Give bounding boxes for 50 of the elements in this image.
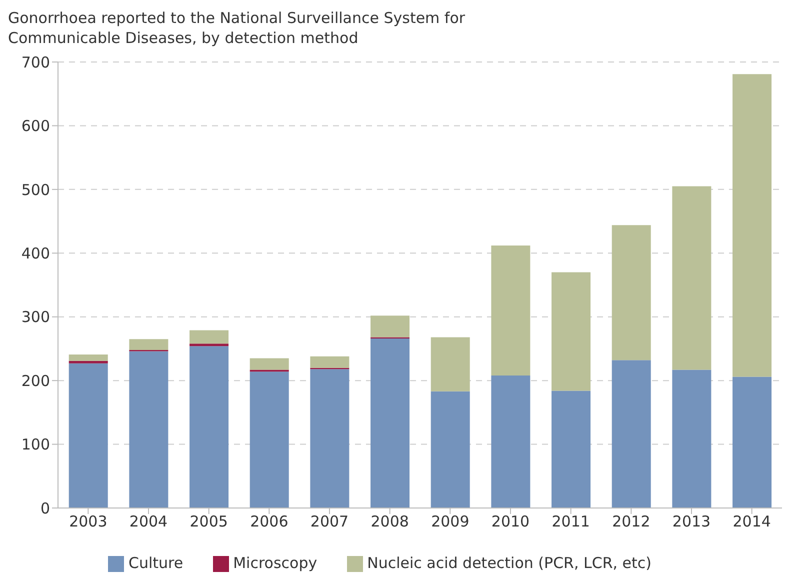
legend-label: Nucleic acid detection (PCR, LCR, etc) bbox=[367, 554, 652, 572]
bar bbox=[190, 344, 229, 346]
bar bbox=[129, 339, 168, 350]
x-tick-label: 2006 bbox=[250, 512, 288, 531]
bar bbox=[430, 337, 470, 392]
x-tick-label: 2014 bbox=[732, 512, 771, 531]
x-tick-label: 2010 bbox=[491, 512, 530, 531]
x-tick-label: 2007 bbox=[310, 512, 349, 531]
bar bbox=[68, 363, 108, 508]
x-tick-label: 2011 bbox=[552, 512, 590, 531]
legend-label: Culture bbox=[128, 554, 184, 572]
y-tick-label: 400 bbox=[21, 244, 50, 262]
bar bbox=[250, 358, 289, 370]
bar bbox=[68, 354, 108, 361]
bar bbox=[370, 316, 410, 338]
bar bbox=[552, 272, 591, 391]
y-tick-label: 500 bbox=[21, 180, 50, 199]
bar bbox=[552, 390, 591, 508]
x-tick-label: 2012 bbox=[612, 512, 650, 531]
bar bbox=[612, 225, 651, 360]
y-tick-label: 700 bbox=[21, 53, 50, 72]
bar bbox=[732, 74, 772, 377]
bar bbox=[672, 186, 712, 370]
bar bbox=[190, 330, 229, 344]
x-tick-label: 2009 bbox=[431, 512, 470, 531]
y-tick-label: 0 bbox=[40, 499, 50, 518]
bar bbox=[68, 360, 108, 364]
bar bbox=[310, 369, 350, 508]
bar bbox=[310, 356, 350, 368]
bar bbox=[370, 338, 410, 508]
y-tick-label: 300 bbox=[21, 308, 50, 326]
legend-label: Microscopy bbox=[233, 554, 318, 572]
chart-title: Gonorrhoea reported to the National Surveillance System for Communicable Diseases, by detection method bbox=[8, 8, 466, 48]
y-tick-label: 600 bbox=[21, 117, 50, 136]
bar bbox=[612, 360, 651, 508]
bar bbox=[491, 375, 530, 508]
y-tick-label: 100 bbox=[21, 436, 50, 454]
x-tick-label: 2004 bbox=[129, 512, 168, 531]
x-tick-label: 2005 bbox=[190, 512, 228, 531]
bar bbox=[129, 351, 168, 508]
bar bbox=[430, 391, 470, 508]
bar bbox=[190, 346, 229, 508]
x-tick-label: 2013 bbox=[672, 512, 711, 531]
bar bbox=[250, 372, 289, 508]
bar bbox=[491, 245, 530, 376]
x-tick-label: 2003 bbox=[69, 512, 108, 531]
x-tick-label: 2008 bbox=[370, 512, 409, 531]
y-tick-label: 200 bbox=[21, 372, 50, 390]
bar bbox=[732, 376, 772, 508]
bar bbox=[672, 370, 712, 508]
